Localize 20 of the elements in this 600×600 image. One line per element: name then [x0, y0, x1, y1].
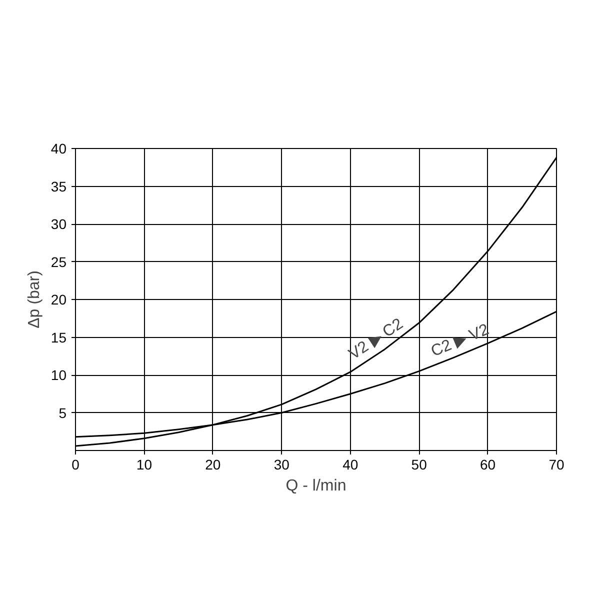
- y-axis-title: Δp (bar): [26, 270, 43, 328]
- x-tick-label: 30: [274, 456, 290, 472]
- x-tick-label: 70: [548, 456, 564, 472]
- y-tick-label: 30: [50, 216, 67, 232]
- x-tick-label: 0: [72, 456, 80, 472]
- text: C2 ▶ V2: [428, 321, 492, 360]
- y-tick-label: 5: [58, 404, 67, 421]
- y-tick-label: 15: [50, 329, 67, 346]
- x-tick-label: 10: [136, 456, 152, 472]
- x-tick-label: 20: [205, 456, 221, 472]
- y-tick-label: 35: [50, 178, 67, 194]
- x-tick-label: 60: [480, 456, 496, 472]
- y-tick-label: 10: [50, 367, 67, 383]
- y-tick-label: 20: [50, 292, 67, 308]
- x-axis-title: Q - l/min: [286, 478, 346, 494]
- x-tick-label: 40: [342, 456, 358, 472]
- text: V2 ▶ C2: [346, 315, 406, 364]
- y-tick-label: 40: [50, 140, 67, 156]
- y-tick-label: 25: [50, 254, 67, 270]
- x-tick-label: 50: [411, 456, 428, 472]
